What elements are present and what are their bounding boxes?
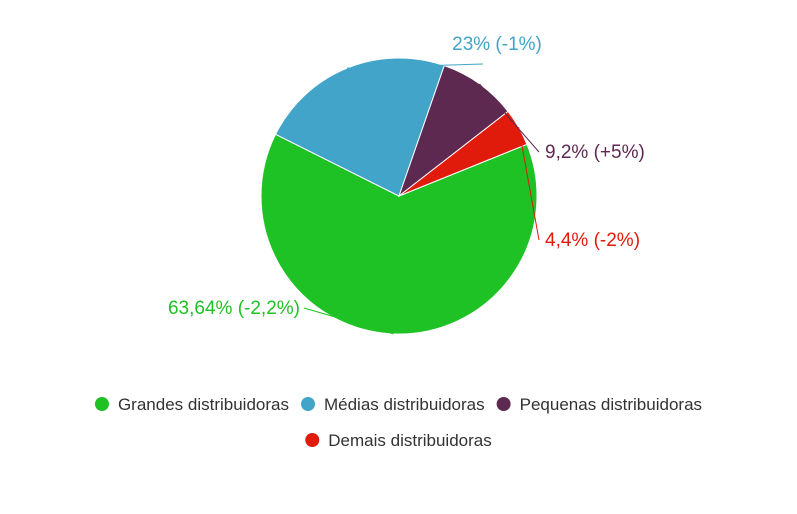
legend-label-1: Grandes distribuidoras [118,395,289,414]
slice-data-label-4: 4,4% (-2%) [545,230,640,251]
pie-slices [260,57,538,335]
legend-swatch-1 [94,397,109,411]
legend-label-2: Médias distribuidoras [324,395,485,414]
label-leader-lines [303,63,540,335]
leader-line-2 [346,63,484,69]
slice-labels: 63,64% (-2,2%) 23% (-1%) 9,2% (+5%) 4,4% (-… [168,34,645,319]
slice-data-label-1: 63,64% (-2,2%) [168,298,300,319]
leader-line-4 [518,127,540,241]
legend-swatch-3 [496,397,511,411]
legend-swatch-4 [305,433,320,447]
slice-data-label-3: 9,2% (+5%) [545,142,645,163]
legend: Grandes distribuidoras Médias distribuido… [94,395,702,450]
legend-item-1[interactable]: Grandes distribuidoras [94,395,289,414]
legend-item-3[interactable]: Pequenas distribuidoras [496,395,702,414]
legend-swatch-2 [300,397,315,411]
legend-item-2[interactable]: Médias distribuidoras [300,395,485,414]
slice-data-label-2: 23% (-1%) [452,34,542,55]
leader-line-3 [479,83,540,153]
leader-line-1 [303,307,394,335]
legend-label-4: Demais distribuidoras [328,431,491,450]
legend-item-4[interactable]: Demais distribuidoras [305,431,492,450]
legend-label-3: Pequenas distribuidoras [520,395,702,414]
pie-slice-4[interactable] [398,110,528,197]
